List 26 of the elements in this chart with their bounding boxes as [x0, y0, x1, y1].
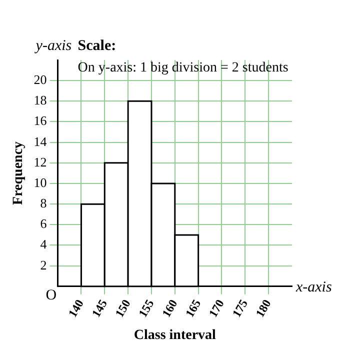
x-tick-label: 165 — [182, 297, 204, 320]
annotation: On y-axis: 1 big division = 2 students — [78, 60, 288, 76]
y-axis-title: Frequency — [11, 141, 26, 205]
x-tick-label: 160 — [159, 297, 180, 320]
y-tick-label: 4 — [40, 236, 48, 252]
y-tick-label: 6 — [40, 216, 48, 232]
text: x-axis — [295, 279, 332, 296]
y-tick-label: 2 — [40, 257, 47, 272]
x-axis-title: Class interval — [134, 328, 216, 344]
y-tick-label: 12 — [34, 154, 47, 170]
x-tick-label: 145 — [88, 297, 110, 320]
y-tick-label: 18 — [34, 92, 47, 108]
y-tick-label: 8 — [40, 196, 47, 210]
x-tick-label: 155 — [136, 297, 157, 320]
x-tick-label: 140 — [65, 297, 86, 320]
y-tick-label: 14 — [34, 134, 48, 149]
y-tick-label: 20 — [34, 72, 47, 88]
text: Scale: — [78, 38, 116, 54]
text: y-axis — [34, 38, 72, 54]
x-tick-label: 175 — [229, 297, 250, 320]
text: O — [46, 287, 57, 304]
y-tick-label: 16 — [34, 113, 48, 128]
x-tick-label: 150 — [112, 297, 134, 320]
y-tick-label: 10 — [34, 174, 47, 190]
x-tick-label: 180 — [252, 297, 274, 320]
x-tick-label: 170 — [206, 297, 228, 320]
